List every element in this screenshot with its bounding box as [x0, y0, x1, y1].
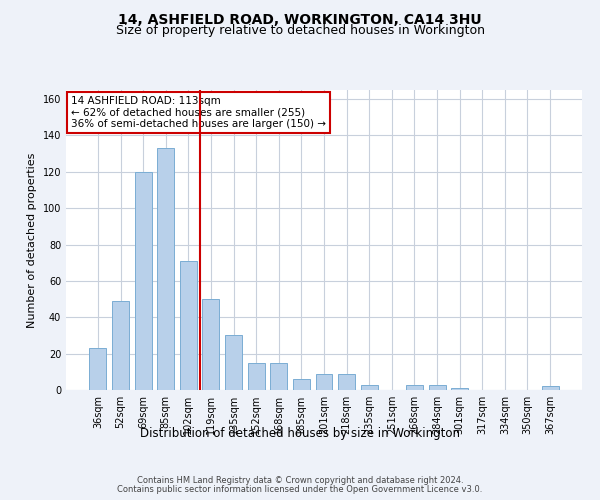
Bar	[361, 384, 377, 390]
Text: Contains public sector information licensed under the Open Government Licence v3: Contains public sector information licen…	[118, 485, 482, 494]
Y-axis label: Number of detached properties: Number of detached properties	[27, 152, 37, 328]
Bar	[134, 172, 152, 390]
Bar	[157, 148, 174, 390]
Text: Contains HM Land Registry data © Crown copyright and database right 2024.: Contains HM Land Registry data © Crown c…	[137, 476, 463, 485]
Bar	[271, 362, 287, 390]
Bar	[180, 261, 197, 390]
Text: Size of property relative to detached houses in Workington: Size of property relative to detached ho…	[115, 24, 485, 37]
Bar	[451, 388, 468, 390]
Bar	[225, 336, 242, 390]
Bar	[338, 374, 355, 390]
Bar	[428, 384, 446, 390]
Bar	[542, 386, 559, 390]
Text: 14 ASHFIELD ROAD: 113sqm
← 62% of detached houses are smaller (255)
36% of semi-: 14 ASHFIELD ROAD: 113sqm ← 62% of detach…	[71, 96, 326, 129]
Bar	[112, 301, 129, 390]
Bar	[406, 384, 423, 390]
Bar	[293, 379, 310, 390]
Bar	[316, 374, 332, 390]
Text: Distribution of detached houses by size in Workington: Distribution of detached houses by size …	[140, 428, 460, 440]
Bar	[89, 348, 106, 390]
Bar	[202, 299, 220, 390]
Bar	[248, 362, 265, 390]
Text: 14, ASHFIELD ROAD, WORKINGTON, CA14 3HU: 14, ASHFIELD ROAD, WORKINGTON, CA14 3HU	[118, 12, 482, 26]
